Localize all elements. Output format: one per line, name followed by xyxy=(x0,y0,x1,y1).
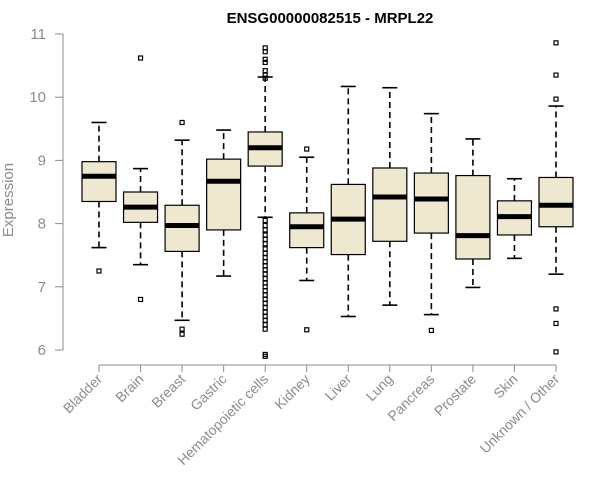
outlier-point xyxy=(553,96,559,102)
box-kidney xyxy=(289,146,325,333)
outlier-point xyxy=(553,320,559,327)
outlier-point xyxy=(262,56,268,62)
outlier-point xyxy=(179,119,185,126)
outlier-point xyxy=(262,241,268,247)
outlier-point xyxy=(262,275,268,282)
iqr-box xyxy=(206,158,242,231)
x-tick-label: Breast xyxy=(148,371,188,411)
outlier-point xyxy=(553,72,559,78)
outlier-point xyxy=(262,227,268,233)
iqr-box xyxy=(289,212,325,249)
x-tick-label: Lung xyxy=(363,371,396,404)
y-axis: 6 7 8 9 10 11 xyxy=(29,26,64,359)
outlier-point xyxy=(262,222,268,229)
y-tick-label: 7 xyxy=(38,279,46,296)
x-tick-label: Bladder xyxy=(60,371,106,417)
box-lung xyxy=(372,86,408,306)
outlier-point xyxy=(262,250,268,256)
outlier-point xyxy=(262,75,268,81)
box-series xyxy=(81,40,574,359)
box-unknown-other xyxy=(538,40,574,355)
outlier-point xyxy=(262,271,268,277)
iqr-box xyxy=(413,172,449,234)
box-breast xyxy=(164,119,200,337)
x-tick-label: Kidney xyxy=(271,371,313,413)
outlier-point xyxy=(428,327,434,334)
x-tick-label: Liver xyxy=(322,371,355,404)
box-liver xyxy=(330,85,366,318)
box-brain xyxy=(122,55,159,303)
outlier-point xyxy=(304,327,310,333)
outlier-point xyxy=(262,305,268,311)
outlier-point xyxy=(262,49,268,55)
y-axis-label: Expression xyxy=(0,163,17,237)
y-tick-label: 6 xyxy=(38,342,46,359)
outlier-point xyxy=(304,146,310,152)
y-tick-label: 8 xyxy=(38,216,46,233)
box-prostate xyxy=(455,138,491,289)
y-tick-label: 11 xyxy=(30,26,46,43)
outlier-point xyxy=(262,246,268,252)
outlier-point xyxy=(262,59,268,66)
outlier-point xyxy=(262,309,268,315)
outlier-point xyxy=(262,236,268,242)
x-tick-label: Prostate xyxy=(431,371,479,419)
box-skin xyxy=(496,177,533,260)
outlier-point xyxy=(262,322,268,328)
outlier-point xyxy=(262,68,268,74)
outlier-point xyxy=(179,331,185,337)
x-tick-label: Brain xyxy=(112,371,146,405)
box-bladder xyxy=(81,121,117,274)
x-tick-label: Skin xyxy=(490,371,521,402)
box-gastric xyxy=(206,129,242,277)
iqr-box xyxy=(455,174,491,260)
box-pancreas xyxy=(413,112,449,334)
outlier-point xyxy=(262,217,268,224)
iqr-box xyxy=(372,167,408,242)
iqr-box xyxy=(81,161,117,203)
outlier-point xyxy=(137,296,144,303)
outlier-point xyxy=(262,292,268,298)
outlier-point xyxy=(262,326,268,332)
iqr-box xyxy=(164,204,200,253)
outlier-point xyxy=(553,349,559,355)
y-tick-label: 9 xyxy=(38,152,46,169)
outlier-point xyxy=(262,353,268,359)
outlier-point xyxy=(553,306,559,312)
x-tick-label: Unknown / Other xyxy=(477,371,563,457)
chart-title: ENSG00000082515 - MRPL22 xyxy=(227,10,434,27)
outlier-point xyxy=(96,268,102,274)
outlier-point xyxy=(262,72,268,78)
outlier-point xyxy=(262,232,268,238)
outlier-point xyxy=(179,326,185,332)
y-tick-label: 10 xyxy=(29,89,46,106)
outlier-point xyxy=(137,55,144,61)
box-hematopoietic-cells xyxy=(247,45,283,359)
outlier-point xyxy=(553,40,559,46)
iqr-box xyxy=(538,176,574,228)
